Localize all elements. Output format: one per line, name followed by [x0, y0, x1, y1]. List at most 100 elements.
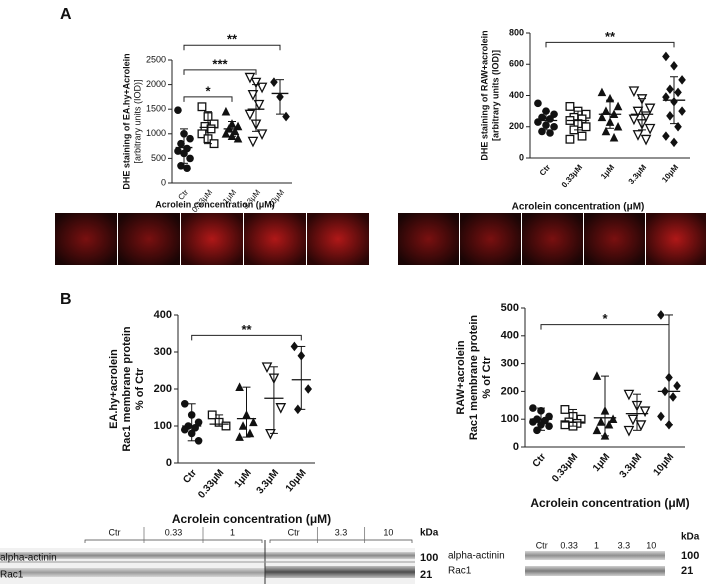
data-point — [657, 310, 665, 320]
blot-unit: kDa — [681, 532, 700, 543]
data-point — [604, 419, 614, 429]
data-point — [261, 362, 273, 374]
data-point — [666, 111, 674, 121]
data-point — [644, 103, 656, 115]
y-axis-label: [arbitrary units (IOD)] — [132, 79, 142, 163]
data-point — [194, 437, 203, 445]
data-point — [546, 129, 554, 137]
y-tick-label: 500 — [151, 153, 166, 163]
micrograph — [181, 213, 243, 265]
data-point — [565, 134, 575, 144]
lane-label: 3.3 — [618, 540, 631, 550]
data-point — [230, 126, 240, 136]
data-point — [270, 77, 278, 87]
data-point — [183, 164, 191, 173]
data-point — [533, 426, 541, 435]
data-point — [233, 121, 243, 131]
y-axis-label: Rac1 membrane protein — [468, 315, 480, 441]
blot-size-label: 100 — [420, 552, 438, 564]
y-axis-label: % of Ctr — [134, 367, 146, 410]
blot-row-label: alpha-actinin — [448, 551, 505, 562]
y-tick-label: 300 — [154, 346, 172, 358]
lane-label: 10 — [383, 527, 393, 537]
blot-left — [0, 540, 415, 584]
data-point — [608, 414, 618, 423]
significance-label: ** — [605, 29, 616, 44]
lane-label: 0.33 — [560, 540, 578, 550]
panel-label: A — [60, 6, 72, 23]
data-point — [640, 134, 652, 146]
significance-bracket — [540, 324, 670, 330]
y-tick-label: 1500 — [146, 104, 166, 114]
micrograph — [460, 213, 521, 265]
data-point — [233, 133, 243, 143]
blot-band — [525, 566, 665, 576]
y-axis-label: [arbitrary units (IOD)] — [490, 50, 500, 141]
y-tick-label: 300 — [501, 358, 519, 370]
x-tick-label: 0.33μM — [550, 452, 580, 485]
blot-band — [0, 552, 415, 559]
x-tick-label: 3.3μM — [618, 452, 645, 481]
data-point — [221, 106, 231, 116]
x-tick-label: Ctr — [538, 163, 552, 178]
y-tick-label: 100 — [154, 420, 172, 432]
data-point — [601, 126, 611, 136]
x-tick-label: Ctr — [181, 467, 199, 485]
data-point — [207, 410, 217, 420]
y-axis-label: EA.hy+acrolein — [108, 349, 120, 429]
data-point — [628, 114, 640, 126]
data-point — [592, 425, 602, 435]
data-point — [221, 129, 231, 138]
data-point — [256, 82, 268, 94]
blot-row-label: Rac1 — [0, 570, 24, 581]
x-axis-label: Acrolein concentration (μM) — [172, 512, 331, 526]
data-point — [194, 418, 203, 427]
y-tick-label: 0 — [166, 457, 172, 469]
data-point — [596, 417, 606, 426]
data-point — [244, 109, 256, 121]
data-point — [177, 139, 185, 148]
data-point — [534, 118, 542, 126]
lane-label: Ctr — [536, 540, 548, 550]
blot-row-label: alpha-actinin — [0, 553, 57, 564]
y-axis-label: DHE staining of RAW+acrolein — [479, 30, 489, 160]
y-tick-label: 2500 — [146, 54, 166, 64]
lane-label: Ctr — [109, 527, 121, 537]
data-point — [174, 147, 182, 155]
data-point — [245, 428, 255, 438]
data-point — [206, 124, 216, 134]
x-tick-label: 3.3μM — [255, 468, 282, 497]
data-point — [186, 154, 194, 163]
data-point — [674, 121, 682, 132]
data-point — [534, 99, 542, 108]
blot-band — [0, 568, 265, 577]
data-point — [265, 428, 276, 440]
data-point — [657, 411, 665, 422]
data-point — [670, 61, 678, 71]
micrograph — [244, 213, 306, 265]
data-point — [597, 112, 607, 122]
data-point — [601, 106, 611, 115]
significance-label: ** — [227, 32, 238, 47]
data-point — [613, 101, 623, 111]
micrograph — [118, 213, 180, 265]
blot-size-label: 100 — [681, 550, 699, 562]
y-tick-label: 0 — [519, 152, 524, 162]
data-point — [186, 134, 194, 143]
y-axis-label: % of Ctr — [481, 356, 493, 399]
x-tick-label: 1μM — [233, 468, 254, 490]
data-point — [247, 89, 259, 101]
data-point — [628, 86, 640, 98]
x-tick-label: 1μM — [591, 452, 612, 474]
lane-label: 0.33 — [165, 527, 183, 537]
data-point — [256, 129, 268, 141]
y-tick-label: 600 — [509, 59, 524, 69]
data-point — [529, 404, 537, 412]
y-axis-label: DHE staining of EA.hy+Acrolein — [121, 53, 131, 189]
data-point — [560, 405, 570, 414]
data-point — [275, 403, 287, 414]
data-point — [177, 161, 185, 170]
data-point — [197, 129, 207, 139]
